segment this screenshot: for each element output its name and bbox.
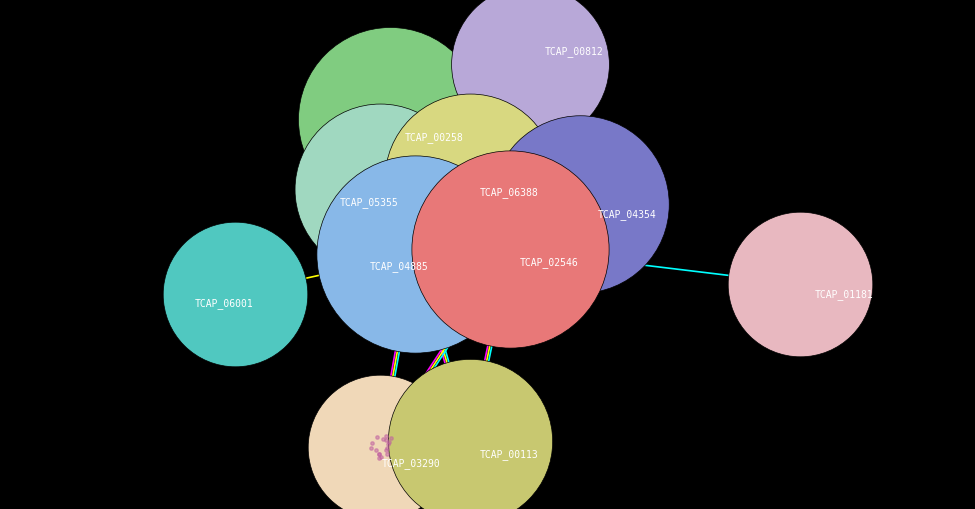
Point — [378, 436, 394, 444]
Text: TCAP_03290: TCAP_03290 — [382, 458, 441, 468]
Point — [378, 432, 394, 440]
Point — [372, 443, 388, 451]
Text: TCAP_06001: TCAP_06001 — [195, 298, 254, 309]
Point — [383, 434, 399, 442]
Text: TCAP_04354: TCAP_04354 — [598, 209, 657, 220]
Point — [375, 435, 391, 443]
Point — [793, 280, 808, 289]
Point — [380, 440, 396, 448]
Point — [408, 250, 423, 259]
Text: TCAP_02546: TCAP_02546 — [520, 257, 579, 268]
Point — [364, 444, 379, 453]
Point — [364, 439, 379, 447]
Point — [502, 245, 518, 253]
Point — [378, 446, 394, 455]
Point — [381, 438, 397, 446]
Point — [371, 454, 387, 462]
Point — [371, 450, 387, 459]
Point — [378, 444, 394, 453]
Point — [227, 290, 243, 298]
Text: TCAP_00812: TCAP_00812 — [545, 46, 604, 58]
Text: TCAP_06388: TCAP_06388 — [480, 187, 539, 198]
Text: TCAP_05355: TCAP_05355 — [340, 197, 399, 208]
Text: TCAP_04885: TCAP_04885 — [370, 261, 429, 272]
Point — [523, 61, 538, 69]
Point — [373, 454, 389, 462]
Point — [372, 186, 388, 194]
Point — [462, 437, 478, 445]
Point — [382, 116, 398, 124]
Point — [370, 433, 385, 441]
Point — [572, 201, 588, 209]
Point — [379, 450, 395, 459]
Text: TCAP_00258: TCAP_00258 — [405, 132, 464, 143]
Point — [370, 449, 386, 458]
Text: TCAP_01181: TCAP_01181 — [815, 289, 874, 300]
Point — [368, 446, 383, 455]
Point — [462, 176, 478, 184]
Text: TCAP_00113: TCAP_00113 — [480, 448, 539, 460]
